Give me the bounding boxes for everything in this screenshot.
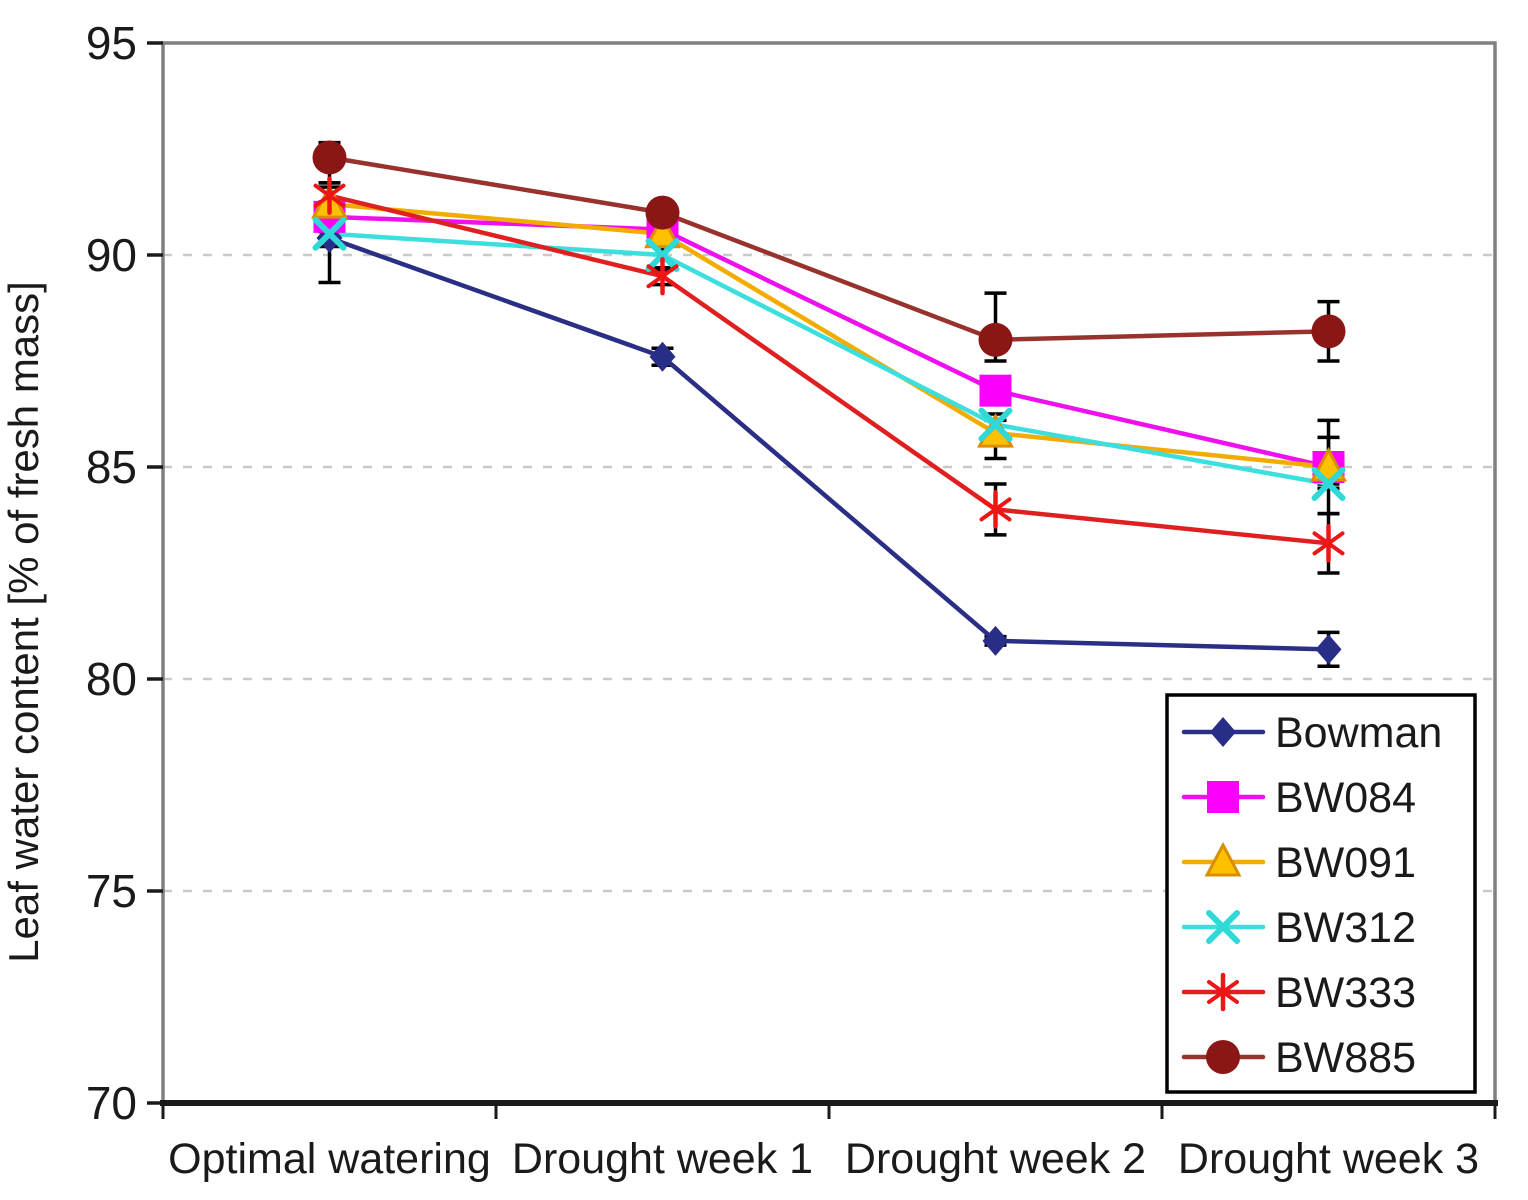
legend-marker-BW091: [1204, 841, 1242, 877]
marker-BW091-1: [644, 213, 681, 249]
legend-marker-BW885: [1206, 1040, 1240, 1074]
y-tick-label-75: 75: [86, 865, 137, 917]
legend-label-Bowman: Bowman: [1275, 709, 1442, 757]
marker-BW312-1: [645, 238, 680, 272]
legend-marker-Bowman: [1210, 717, 1236, 747]
marker-BW333-1: [646, 264, 679, 289]
legend-label-BW333: BW333: [1275, 969, 1416, 1017]
legend-label-BW084: BW084: [1275, 774, 1416, 822]
series-line-Bowman: [327, 235, 1331, 652]
y-tick-label-80: 80: [86, 653, 137, 705]
legend-label-BW091: BW091: [1275, 839, 1416, 887]
legend-marker-BW333: [1207, 980, 1239, 1004]
y-tick-label-85: 85: [86, 441, 137, 493]
marker-Bowman-1: [649, 341, 676, 372]
marker-BW312-3: [1311, 466, 1346, 501]
marker-BW333-2: [979, 497, 1012, 522]
y-tick-label-70: 70: [86, 1077, 137, 1129]
y-tick-label-95: 95: [86, 17, 137, 69]
series-line-BW885: [327, 155, 1331, 343]
marker-BW885-0: [312, 140, 347, 175]
marker-BW333-0: [313, 183, 346, 208]
legend-marker-BW312: [1206, 910, 1240, 944]
marker-BW312-2: [978, 407, 1013, 442]
marker-BW885-1: [645, 195, 680, 230]
legend-label-BW885: BW885: [1275, 1034, 1416, 1082]
legend-label-BW312: BW312: [1275, 904, 1416, 952]
legend-marker-BW084: [1207, 781, 1239, 813]
marker-BW333-3: [1312, 531, 1345, 556]
legend-box: [1165, 693, 1477, 1094]
x-category-label: Drought week 2: [845, 1135, 1146, 1183]
y-tick-label-90: 90: [86, 229, 137, 281]
x-category-label: Drought week 3: [1178, 1135, 1479, 1183]
marker-BW885-3: [1311, 314, 1346, 349]
marker-Bowman-2: [982, 625, 1009, 656]
series-line-BW084: [327, 214, 1331, 470]
marker-BW084-2: [979, 374, 1012, 407]
marker-BW885-2: [978, 322, 1013, 357]
series-line-BW312: [327, 231, 1331, 487]
x-category-label: Optimal watering: [168, 1135, 491, 1183]
marker-BW312-0: [312, 216, 347, 251]
series-line-BW333: [327, 193, 1331, 546]
x-category-label: Drought week 1: [512, 1135, 813, 1183]
series-line-BW091: [327, 201, 1331, 470]
y-axis-title: Leaf water content [% of fresh mass]: [0, 281, 47, 963]
marker-Bowman-3: [1315, 634, 1342, 665]
